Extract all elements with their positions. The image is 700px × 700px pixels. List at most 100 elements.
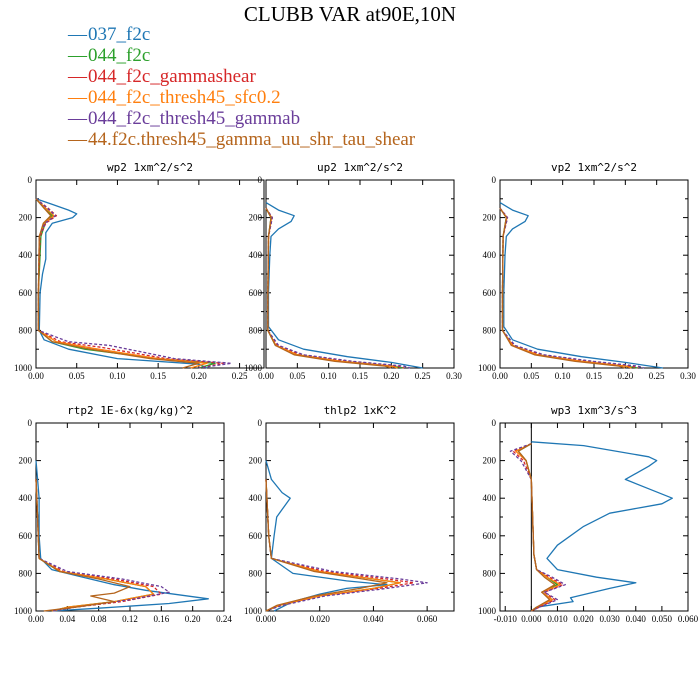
legend-item-gammashear: —044_f2c_gammashear — [68, 66, 256, 87]
plot-frame — [499, 422, 689, 612]
panel-title: wp3 1xm^3/s^3 — [551, 404, 637, 417]
x-tick-label: 0.16 — [153, 614, 169, 624]
x-tick-label: 0.12 — [122, 614, 138, 624]
x-tick-label: 0.040 — [363, 614, 384, 624]
series-line-6 — [517, 443, 556, 612]
series-line-3 — [499, 207, 639, 369]
plot-frame — [499, 179, 689, 369]
series-line-4 — [265, 207, 398, 369]
x-tick-label: 0.25 — [649, 371, 665, 381]
y-tick-label: 0 — [492, 418, 497, 428]
y-tick-label: 0 — [258, 175, 263, 185]
y-tick-label: 800 — [19, 325, 33, 335]
x-tick-label: 0.10 — [555, 371, 571, 381]
x-tick-label: 0.010 — [547, 614, 568, 624]
x-tick-label: 0.00 — [28, 614, 44, 624]
panel-6: wp3 1xm^3/s^3 0 200 400 600 800 1000-0.010 0.00… — [478, 404, 699, 624]
series-line-4 — [499, 207, 632, 369]
y-tick-label: 400 — [19, 250, 33, 260]
x-tick-label: 0.020 — [573, 614, 594, 624]
y-tick-label: 1000 — [14, 363, 33, 373]
y-tick-label: 1000 — [244, 363, 263, 373]
x-tick-label: 0.000 — [256, 614, 277, 624]
y-tick-label: 600 — [483, 531, 497, 541]
x-tick-label: 0.24 — [216, 614, 232, 624]
legend-label: 044_f2c_thresh45_sfc0.2 — [88, 87, 281, 108]
y-tick-label: 400 — [249, 493, 263, 503]
legend-item-gamma-uu-shr: —44.f2c.thresh45_gamma_uu_shr_tau_shear — [68, 129, 416, 150]
figure-title: CLUBB VAR at90E,10N — [243, 2, 457, 26]
x-tick-label: 0.000 — [521, 614, 542, 624]
x-tick-label: 0.20 — [191, 371, 207, 381]
y-tick-label: 600 — [19, 288, 33, 298]
x-tick-label: -0.010 — [494, 614, 518, 624]
legend-item-thresh45-gammab: —044_f2c_thresh45_gammab — [68, 108, 301, 129]
x-tick-label: 0.00 — [492, 371, 508, 381]
x-tick-label: 0.25 — [415, 371, 431, 381]
x-tick-label: 0.20 — [383, 371, 399, 381]
y-tick-label: 600 — [249, 531, 263, 541]
series-line-1 — [35, 198, 208, 369]
legend: —037_f2c —044_f2c —044_f2c_gammashear —0… — [68, 24, 415, 150]
x-tick-label: 0.08 — [91, 614, 107, 624]
x-tick-label: 0.20 — [185, 614, 201, 624]
x-tick-label: 0.04 — [59, 614, 75, 624]
series-line-6 — [499, 207, 626, 369]
plot-frame — [265, 179, 455, 369]
x-tick-label: 0.05 — [289, 371, 305, 381]
x-tick-label: 0.15 — [586, 371, 602, 381]
x-tick-label: 0.00 — [258, 371, 274, 381]
series-line-6 — [265, 479, 388, 612]
y-tick-label: 400 — [19, 493, 33, 503]
y-tick-label: 0 — [28, 418, 33, 428]
panel-title: rtp2 1E-6x(kg/kg)^2 — [67, 404, 193, 417]
legend-item-037-f2c: —037_f2c — [68, 24, 151, 45]
x-tick-label: 0.25 — [232, 371, 248, 381]
x-tick-label: 0.05 — [69, 371, 85, 381]
legend-label: 037_f2c — [88, 24, 151, 45]
x-tick-label: 0.060 — [417, 614, 438, 624]
y-tick-label: 200 — [249, 213, 263, 223]
series-line-4 — [35, 198, 208, 369]
y-tick-label: 600 — [249, 288, 263, 298]
series-line-6 — [35, 198, 200, 369]
x-tick-label: 0.00 — [28, 371, 44, 381]
y-tick-label: 800 — [483, 568, 497, 578]
series-line-1 — [35, 460, 209, 612]
plot-frame — [35, 179, 265, 369]
series-line-6 — [265, 207, 392, 369]
series-line-5 — [499, 207, 645, 369]
legend-label: 044_f2c_gammashear — [88, 66, 256, 87]
y-tick-label: 400 — [483, 250, 497, 260]
series-line-5 — [265, 207, 411, 369]
x-tick-label: 0.20 — [617, 371, 633, 381]
y-tick-label: 800 — [249, 568, 263, 578]
panel-4: rtp2 1E-6x(kg/kg)^2 0 200 400 600 800 10000.00… — [14, 404, 232, 624]
legend-label: 044_f2c — [88, 45, 151, 66]
panel-title: wp2 1xm^2/s^2 — [107, 161, 193, 174]
x-tick-label: 0.060 — [678, 614, 699, 624]
x-tick-label: 0.05 — [523, 371, 539, 381]
x-tick-label: 0.10 — [321, 371, 337, 381]
y-tick-label: 400 — [249, 250, 263, 260]
y-tick-label: 200 — [19, 456, 33, 466]
series-line-1 — [265, 202, 423, 369]
y-tick-label: 0 — [28, 175, 33, 185]
panel-title: thlp2 1xK^2 — [324, 404, 397, 417]
x-tick-label: 0.030 — [600, 614, 621, 624]
series-line-5 — [35, 198, 233, 369]
series-line-1 — [499, 202, 663, 369]
series-line-2 — [265, 207, 404, 369]
series-line-2 — [35, 479, 155, 612]
plot-frame — [35, 422, 225, 612]
y-tick-label: 1000 — [478, 363, 497, 373]
x-tick-label: 0.30 — [446, 371, 462, 381]
series-line-4 — [35, 479, 155, 612]
legend-item-thresh45-sfc: —044_f2c_thresh45_sfc0.2 — [68, 87, 281, 108]
y-tick-label: 200 — [19, 213, 33, 223]
y-tick-label: 1000 — [244, 606, 263, 616]
